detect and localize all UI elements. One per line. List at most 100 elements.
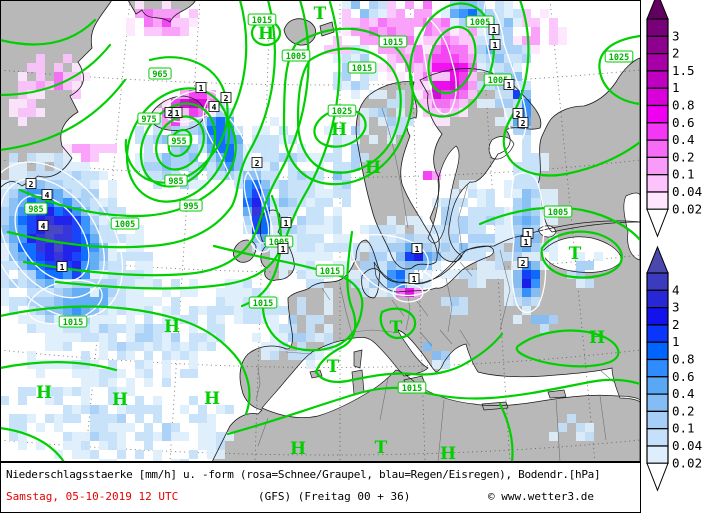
rain-ice-scale-box — [646, 341, 669, 361]
snow-graupel-scale-tick-label: 0.02 — [672, 201, 702, 216]
snow-graupel-scale-tick-label: 0.4 — [672, 132, 695, 147]
svg-text:2: 2 — [168, 109, 173, 118]
pressure-center-high: H — [290, 439, 306, 459]
svg-text:1: 1 — [60, 263, 65, 272]
snow-graupel-scale-tick-label: 0.1 — [672, 167, 695, 182]
precip-value-label: 1 — [489, 39, 501, 50]
caption-datetime: Samstag, 05-10-2019 12 UTC — [6, 490, 179, 503]
svg-text:1: 1 — [199, 84, 204, 93]
precip-value-label: 2 — [220, 92, 232, 103]
rain-ice-scale-tick-label: 0.6 — [672, 369, 695, 384]
rain-ice-scale-arrow-down — [646, 462, 669, 492]
rain-ice-scale: 4 3 2 1 0.8 0.6 0.4 0.2 0.1 0.04 0.02 — [646, 245, 702, 492]
rain-ice-scale-box — [646, 307, 669, 326]
isobar-label: 965 — [148, 67, 172, 80]
isobar-label: 1015 — [58, 315, 88, 328]
snow-graupel-scale-tick-label: 3 — [672, 28, 680, 43]
svg-text:1: 1 — [281, 245, 286, 254]
isobar-label: 1015 — [347, 61, 377, 74]
caption-box: Niederschlagsstaerke [mm/h] u. -form (ro… — [0, 462, 641, 513]
svg-text:985: 985 — [168, 177, 183, 187]
svg-text:1005: 1005 — [115, 220, 135, 230]
map-area: 955 965 975 985 995 1005 985 1005 1015 1015 1025 10… — [0, 0, 642, 468]
pressure-center-high: H — [440, 444, 456, 462]
precip-value-label: 2 — [251, 157, 263, 168]
svg-text:1: 1 — [493, 41, 498, 50]
svg-text:1: 1 — [492, 26, 497, 35]
rain-ice-scale-tick-label: 3 — [672, 300, 680, 315]
svg-text:1: 1 — [175, 109, 180, 118]
rain-ice-scale-box — [646, 289, 669, 309]
snow-graupel-scale-arrow-up — [646, 0, 669, 20]
snow-graupel-scale-tick-label: 0.04 — [672, 184, 702, 199]
svg-text:1005: 1005 — [470, 18, 490, 28]
map-labels-layer: 955 965 975 985 995 1005 985 1005 1015 1015 1025 10… — [24, 4, 634, 464]
svg-text:1: 1 — [284, 219, 289, 228]
precip-value-label: 4 — [208, 101, 220, 112]
snow-graupel-scale-tick-label: 1 — [672, 80, 680, 95]
isobar-label: 1025 — [604, 50, 634, 63]
svg-text:995: 995 — [183, 202, 198, 212]
snow-graupel-scale-box — [646, 70, 669, 89]
caption-model-run: (GFS) (Freitag 00 + 36) — [258, 490, 411, 503]
svg-text:1: 1 — [526, 230, 531, 239]
svg-text:1015: 1015 — [402, 384, 422, 394]
rain-ice-scale-arrow-up — [646, 245, 669, 274]
precip-value-label: 1 — [56, 261, 68, 272]
pressure-center-high: H — [204, 389, 220, 409]
snow-graupel-scale-box — [646, 18, 669, 37]
snow-graupel-scale-box — [646, 104, 669, 124]
precip-value-label: 2 — [517, 117, 529, 128]
precip-value-label: 4 — [37, 220, 49, 231]
map-frame — [0, 0, 641, 462]
svg-text:955: 955 — [171, 137, 186, 147]
isobar-label: 1005 — [110, 217, 140, 230]
isobar-label: 1005 — [281, 49, 311, 62]
isobar-label: 995 — [179, 199, 203, 212]
rain-ice-scale-box — [646, 376, 669, 395]
svg-text:1005: 1005 — [548, 208, 568, 218]
rain-ice-scale-tick-label: 0.2 — [672, 403, 695, 418]
svg-text:985: 985 — [28, 205, 43, 215]
pressure-center-high: H — [164, 317, 180, 337]
svg-text:2: 2 — [255, 159, 260, 168]
svg-text:4: 4 — [41, 222, 46, 231]
isobar-label: 985 — [164, 174, 188, 187]
isobar-label: 985 — [24, 202, 48, 215]
pressure-center-high: H — [589, 328, 605, 348]
rain-ice-scale-tick-label: 0.4 — [672, 386, 695, 401]
snow-graupel-scale-box — [646, 87, 669, 107]
pressure-center-high: H — [258, 24, 274, 44]
snow-graupel-scale-tick-label: 0.2 — [672, 149, 695, 164]
svg-text:2: 2 — [521, 259, 526, 268]
isobar-label: 1025 — [327, 104, 357, 117]
rain-ice-scale-box — [646, 393, 669, 413]
pressure-center-low: T — [375, 438, 388, 458]
pressure-center-high: H — [365, 158, 381, 178]
isobar-layer — [0, 0, 642, 464]
svg-text:1025: 1025 — [332, 107, 352, 117]
svg-text:2: 2 — [224, 94, 229, 103]
snow-graupel-scale-box — [646, 174, 669, 193]
pressure-center-high: H — [331, 120, 347, 140]
svg-text:1: 1 — [412, 275, 417, 284]
isobar-label: 975 — [137, 112, 161, 125]
svg-text:1015: 1015 — [63, 318, 83, 328]
rain-ice-scale-tick-label: 0.1 — [672, 421, 695, 436]
svg-text:1005: 1005 — [286, 52, 306, 62]
legend-column: 3 2 1.5 1 0.8 0.6 0.4 0.2 0.1 0.04 0.02 4 3 2 1 0.8 0.6 0… — [641, 0, 704, 513]
svg-text:1025: 1025 — [609, 53, 629, 63]
snow-graupel-scale-box — [646, 35, 669, 55]
snow-graupel-scale-tick-label: 0.8 — [672, 98, 695, 113]
snow-graupel-scale-box — [646, 156, 669, 176]
precip-value-label: 4 — [41, 189, 53, 200]
isobar-label: 1005 — [465, 15, 495, 28]
pressure-center-high: H — [36, 383, 52, 403]
rain-ice-scale-tick-label: 1 — [672, 334, 680, 349]
precip-value-label: 1 — [280, 217, 292, 228]
precip-value-label: 1 — [277, 243, 289, 254]
precip-value-label: 2 — [25, 178, 37, 189]
svg-text:1015: 1015 — [253, 299, 273, 309]
isobar-label: 955 — [167, 134, 191, 147]
